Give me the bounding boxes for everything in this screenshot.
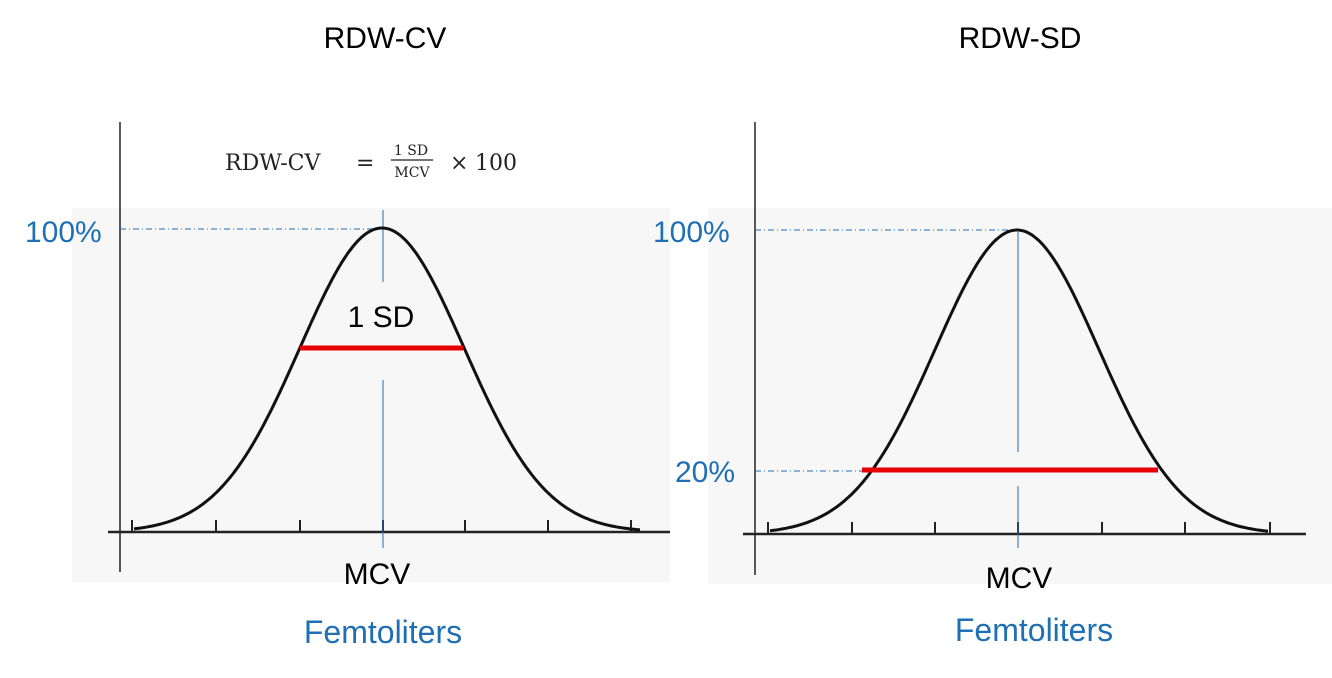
rdw-cv-distribution-curve [133, 226, 641, 532]
formula-denominator: MCV [394, 165, 430, 181]
formula-times: × [450, 151, 468, 176]
rdw-cv-title: RDW-CV [324, 22, 447, 55]
rdw-sd-mcv-label: MCV [986, 562, 1053, 595]
formula-equals: = [356, 151, 374, 176]
rdw-sd-unit-label: Femtoliters [955, 612, 1113, 648]
rdw-cv-plot-background [72, 208, 670, 582]
formula-lhs: RDW-CV [225, 151, 321, 176]
formula-numerator: 1 SD [394, 143, 428, 159]
rdw-sd-peak-label: 100% [653, 216, 730, 249]
rdw-cv-mcv-label: MCV [344, 558, 411, 591]
rdw-cv-unit-label: Femtoliters [304, 614, 462, 650]
rdw-sd-panel: RDW-SD 100% 20% MCV Femtoliters [653, 22, 1332, 648]
rdw-sd-title: RDW-SD [959, 22, 1082, 55]
rdw-cv-band-label: 1 SD [348, 301, 415, 334]
rdw-cv-peak-label: 100% [25, 216, 102, 249]
rdw-sd-distribution-curve [769, 228, 1269, 533]
rdw-cv-formula: RDW-CV = 1 SD MCV × 100 [225, 143, 517, 181]
formula-multiplier: 100 [475, 151, 517, 176]
rdw-sd-20pct-label: 20% [675, 456, 735, 489]
rdw-cv-panel: RDW-CV RDW-CV = 1 SD MCV × 100 [25, 22, 670, 650]
